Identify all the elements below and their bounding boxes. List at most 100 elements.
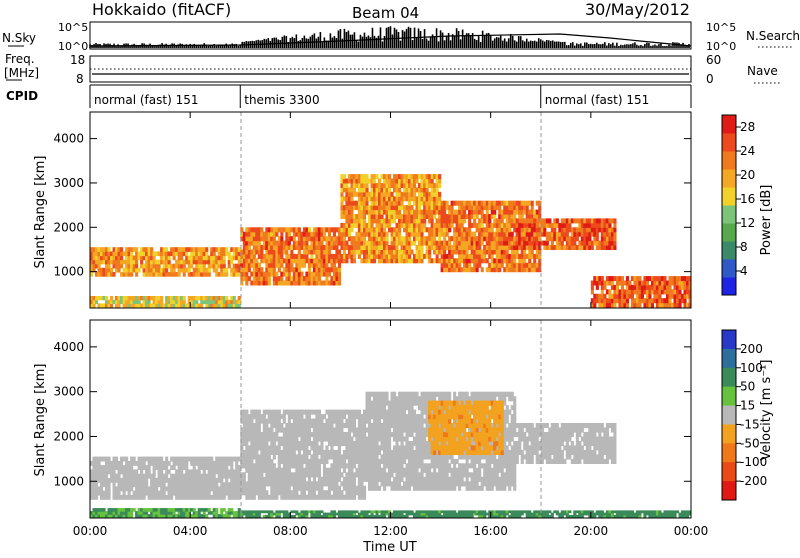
power-cell xyxy=(679,303,682,308)
velocity-cell xyxy=(293,450,296,455)
velocity-cell xyxy=(275,432,278,437)
power-cell xyxy=(408,201,411,206)
velocity-cell xyxy=(153,469,156,474)
power-cell xyxy=(438,236,441,241)
power-cell xyxy=(483,254,486,259)
freq-tick-high: 18 xyxy=(70,53,85,67)
velocity-cell xyxy=(378,419,381,424)
power-cell xyxy=(546,241,549,246)
power-cell xyxy=(118,268,121,273)
power-cell xyxy=(118,303,121,307)
power-cell xyxy=(381,214,384,219)
power-cell xyxy=(288,232,291,237)
power-cell xyxy=(436,254,439,259)
power-cell xyxy=(658,294,661,299)
power-cell xyxy=(325,263,328,268)
power-cell xyxy=(98,264,101,269)
power-cell xyxy=(398,187,401,192)
power-cell xyxy=(443,236,446,241)
power-cell xyxy=(108,264,111,269)
velocity-cell xyxy=(118,491,121,496)
velocity-cell xyxy=(308,414,311,419)
power-cell xyxy=(613,236,616,241)
power-cell xyxy=(223,264,226,269)
power-cell xyxy=(669,298,672,303)
power-cell xyxy=(205,251,208,256)
power-cell xyxy=(466,250,469,255)
power-cell xyxy=(120,264,123,269)
power-cell xyxy=(173,268,176,273)
power-cell xyxy=(476,267,479,272)
power-ylabel: Slant Range [km] xyxy=(33,156,48,269)
velocity-cell xyxy=(153,474,156,479)
power-cell xyxy=(601,276,604,281)
power-cell xyxy=(576,236,579,241)
power-cell xyxy=(168,256,171,261)
power-cell xyxy=(383,227,386,232)
cpid-segment-label: normal (fast) 151 xyxy=(94,93,198,107)
power-cell xyxy=(130,251,133,256)
power-cell xyxy=(608,223,611,228)
velocity-cell xyxy=(340,490,343,495)
power-cell xyxy=(343,250,346,255)
power-cell xyxy=(396,245,399,250)
power-cell xyxy=(468,263,471,268)
y-tick-label: 4000 xyxy=(53,132,84,146)
power-cell xyxy=(373,258,376,263)
velocity-cell xyxy=(288,419,291,424)
beam-title: Beam 04 xyxy=(352,4,419,22)
velocity-cell xyxy=(108,491,111,496)
power-cell xyxy=(248,245,251,250)
velocity-cell xyxy=(243,472,246,477)
velocity-cell xyxy=(320,486,323,491)
velocity-cell xyxy=(160,457,163,462)
velocity-cell xyxy=(238,495,241,500)
power-cell xyxy=(183,272,186,277)
velocity-cell xyxy=(165,474,168,479)
power-cell xyxy=(438,196,441,201)
nave-tick-low: 0 xyxy=(706,72,714,86)
power-cell xyxy=(398,210,401,215)
power-cell xyxy=(190,264,193,269)
velocity-cell xyxy=(298,450,301,455)
velocity-cell xyxy=(358,410,361,415)
velocity-cell xyxy=(323,463,326,468)
velocity-cell xyxy=(338,450,341,455)
power-cell xyxy=(238,300,241,304)
velocity-cell xyxy=(340,472,343,477)
power-cell xyxy=(225,247,228,252)
power-cell xyxy=(280,276,283,281)
power-cell xyxy=(325,276,328,281)
power-cell xyxy=(300,272,303,277)
power-cell xyxy=(288,272,291,277)
power-cell xyxy=(248,276,251,281)
velocity-cell xyxy=(383,486,386,491)
velocity-cell xyxy=(340,428,343,433)
power-cell xyxy=(438,174,441,179)
velocity-cell xyxy=(343,459,346,464)
power-cell xyxy=(588,236,591,241)
velocity-cell xyxy=(320,445,323,450)
power-cell xyxy=(386,241,389,246)
velocity-cell xyxy=(330,423,333,428)
velocity-cell xyxy=(338,468,341,473)
velocity-cell xyxy=(368,419,371,424)
power-cell xyxy=(511,232,514,237)
velocity-cell xyxy=(383,468,386,473)
power-cell xyxy=(543,227,546,232)
power-cell xyxy=(215,268,218,273)
velocity-cell xyxy=(318,472,321,477)
y-tick-label: 2000 xyxy=(53,220,84,234)
power-cell xyxy=(160,300,163,304)
power-cell xyxy=(280,232,283,237)
velocity-cell xyxy=(401,477,404,482)
power-cell xyxy=(408,236,411,241)
power-cell xyxy=(378,179,381,184)
velocity-cell xyxy=(278,410,281,415)
velocity-cell xyxy=(160,469,163,474)
power-cell xyxy=(498,205,501,210)
power-cell xyxy=(225,296,228,300)
power-cell xyxy=(536,223,539,228)
freq-label: Freq. xyxy=(5,52,35,66)
